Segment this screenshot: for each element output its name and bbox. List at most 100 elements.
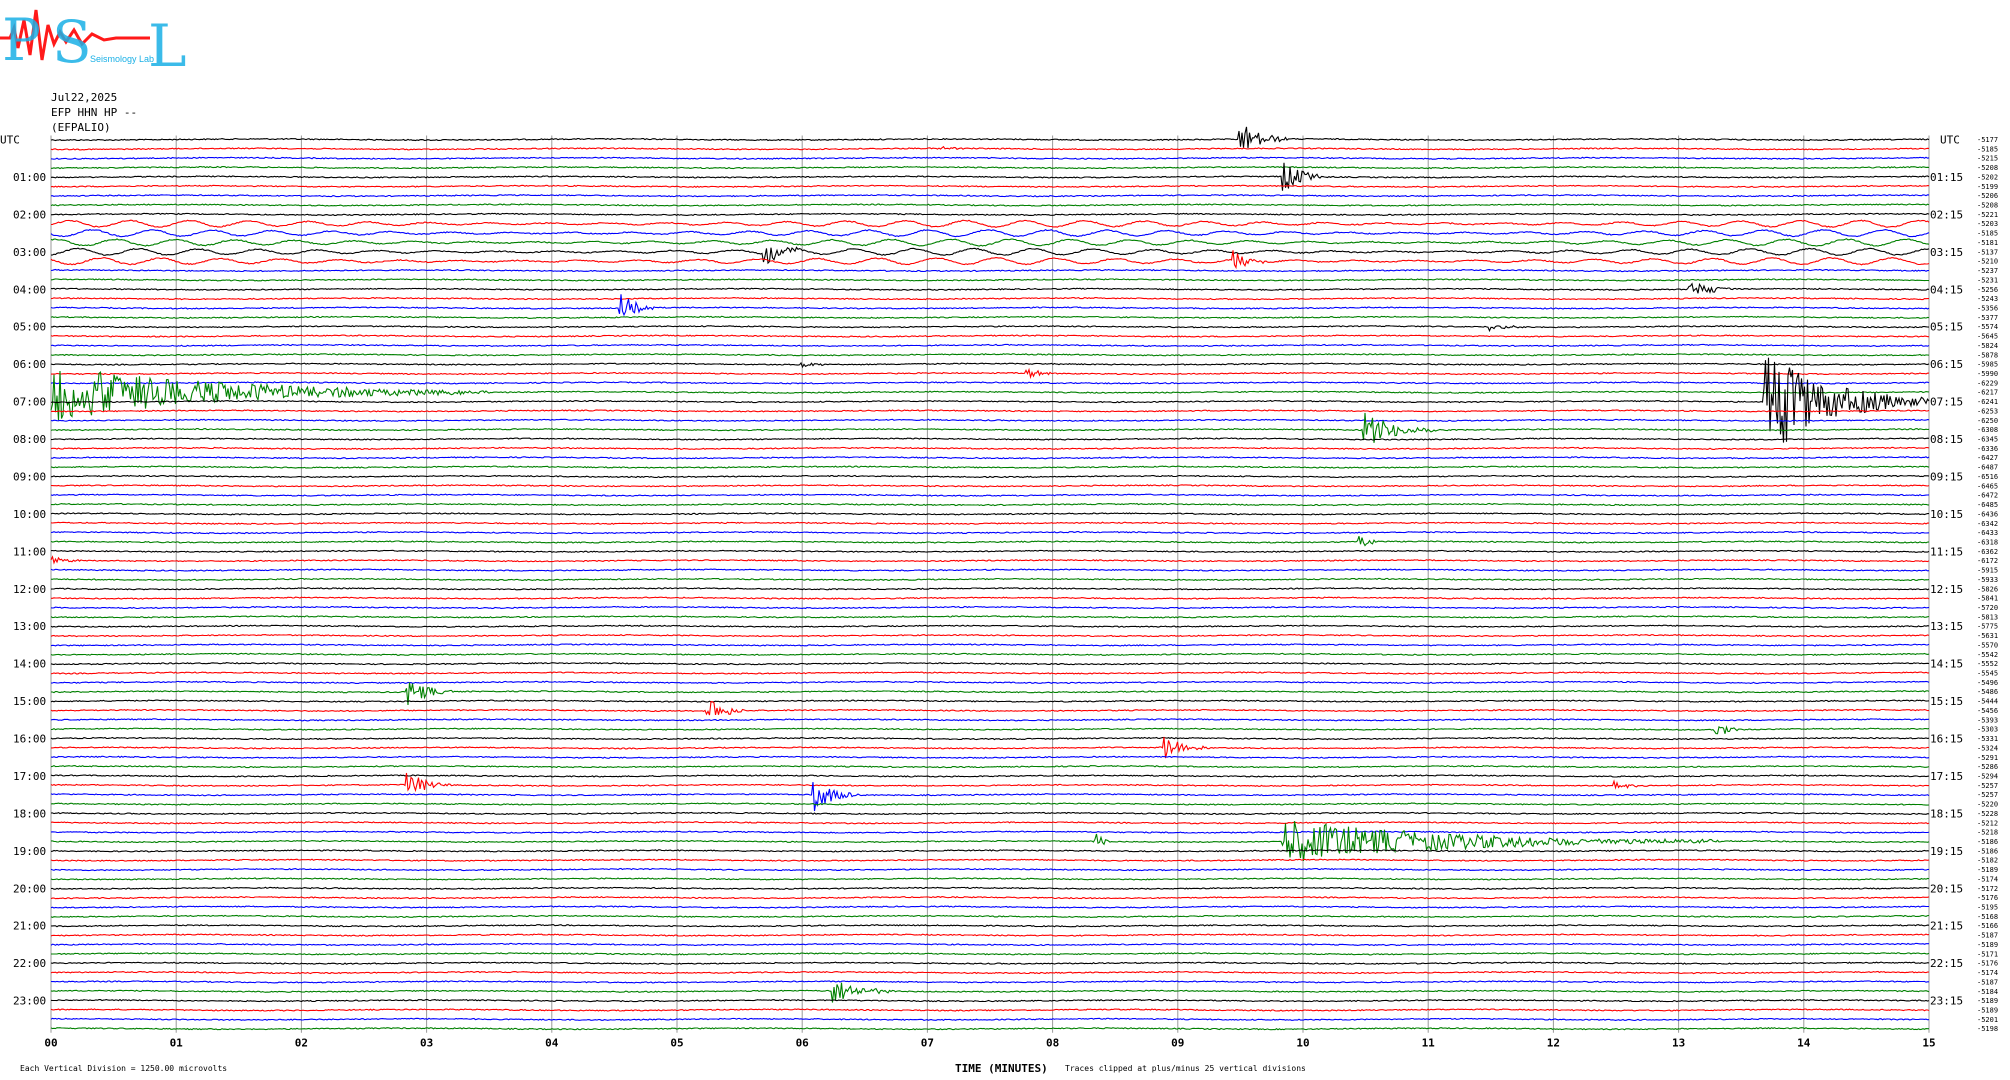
trace-5 bbox=[50, 184, 1930, 188]
trace-46 bbox=[50, 568, 1930, 572]
offset-label-86: -5189 bbox=[1977, 941, 1998, 949]
trace-44 bbox=[50, 549, 1930, 554]
trace-80 bbox=[50, 886, 1930, 890]
offset-label-53: -5631 bbox=[1977, 632, 1998, 640]
right-label-4: 04:15 bbox=[1930, 283, 1963, 296]
trace-12 bbox=[50, 246, 1930, 265]
x-tick-11: 11 bbox=[1422, 1037, 1436, 1050]
trace-29 bbox=[50, 409, 1930, 413]
trace-93 bbox=[50, 1008, 1930, 1012]
offset-label-25: -5990 bbox=[1977, 370, 1998, 378]
x-tick-02: 02 bbox=[295, 1037, 308, 1050]
offset-label-15: -5231 bbox=[1977, 276, 1998, 284]
left-label-1: 01:00 bbox=[13, 171, 46, 184]
offset-label-26: -6229 bbox=[1977, 379, 1998, 387]
trace-94 bbox=[50, 1017, 1929, 1021]
trace-81 bbox=[50, 895, 1930, 900]
x-tick-00: 00 bbox=[44, 1037, 57, 1050]
trace-35 bbox=[50, 465, 1930, 469]
trace-39 bbox=[50, 502, 1930, 507]
trace-30 bbox=[50, 418, 1930, 422]
offset-label-3: -5208 bbox=[1977, 164, 1998, 172]
offset-label-91: -5184 bbox=[1977, 988, 1998, 996]
trace-82 bbox=[50, 905, 1929, 909]
offset-label-89: -5174 bbox=[1977, 969, 1998, 977]
trace-58 bbox=[50, 680, 1930, 685]
trace-38 bbox=[50, 493, 1930, 497]
offset-label-38: -6472 bbox=[1977, 492, 1998, 500]
offset-label-71: -5220 bbox=[1977, 801, 1998, 809]
offset-label-62: -5393 bbox=[1977, 716, 1998, 724]
offset-label-88: -5176 bbox=[1977, 960, 1998, 968]
offset-label-92: -5189 bbox=[1977, 997, 1998, 1005]
trace-84 bbox=[50, 924, 1930, 928]
offset-label-46: -5915 bbox=[1977, 567, 1998, 575]
trace-21 bbox=[50, 334, 1930, 338]
left-label-9: 09:00 bbox=[13, 470, 46, 483]
offset-label-82: -5195 bbox=[1977, 904, 1998, 912]
trace-14 bbox=[50, 268, 1930, 273]
offset-label-32: -6345 bbox=[1977, 436, 1998, 444]
right-label-15: 15:15 bbox=[1930, 695, 1963, 708]
trace-71 bbox=[50, 802, 1930, 806]
offset-label-48: -5826 bbox=[1977, 585, 1998, 593]
offset-label-65: -5324 bbox=[1977, 744, 1998, 752]
psl-logo: P S L Seismology Lab bbox=[0, 6, 187, 78]
trace-11 bbox=[50, 238, 1930, 247]
offset-label-2: -5215 bbox=[1977, 155, 1998, 163]
offset-label-27: -6217 bbox=[1977, 389, 1998, 397]
left-label-4: 04:00 bbox=[13, 283, 46, 296]
offset-label-66: -5291 bbox=[1977, 754, 1998, 762]
x-axis-ticks: 00 01 02 03 04 05 06 07 08 09 10 11 12 13 14 15 bbox=[44, 1037, 1935, 1050]
trace-18 bbox=[50, 294, 1930, 317]
offset-label-60: -5444 bbox=[1977, 698, 1998, 706]
trace-87 bbox=[51, 952, 1930, 956]
right-label-19: 19:15 bbox=[1930, 845, 1963, 858]
offset-label-35: -6487 bbox=[1977, 464, 1998, 472]
trace-83 bbox=[50, 914, 1930, 919]
trace-79 bbox=[50, 877, 1930, 881]
x-tick-14: 14 bbox=[1797, 1037, 1811, 1050]
left-label-21: 21:00 bbox=[13, 920, 46, 933]
right-label-22: 22:15 bbox=[1930, 957, 1963, 970]
logo-text-p: P bbox=[2, 6, 41, 74]
x-tick-06: 06 bbox=[796, 1037, 810, 1050]
trace-32 bbox=[50, 437, 1930, 441]
trace-3 bbox=[51, 165, 1930, 170]
offset-label-21: -5645 bbox=[1977, 333, 1998, 341]
left-label-8: 08:00 bbox=[13, 433, 46, 446]
offset-label-5: -5199 bbox=[1977, 183, 1998, 191]
trace-31 bbox=[50, 412, 1930, 443]
offset-label-23: -5878 bbox=[1977, 351, 1998, 359]
clip-note: Traces clipped at plus/minus 25 vertical… bbox=[1065, 1064, 1306, 1073]
right-label-1: 01:15 bbox=[1930, 171, 1963, 184]
trace-55 bbox=[50, 652, 1930, 656]
offset-label-11: -5181 bbox=[1977, 239, 1998, 247]
left-label-22: 22:00 bbox=[13, 957, 46, 970]
trace-68 bbox=[50, 774, 1930, 778]
trace-78 bbox=[50, 867, 1930, 872]
x-tick-07: 07 bbox=[921, 1037, 934, 1050]
offset-label-70: -5257 bbox=[1977, 791, 1998, 799]
right-label-0: UTC bbox=[1940, 134, 1960, 147]
offset-label-28: -6241 bbox=[1977, 398, 1998, 406]
offset-label-31: -6308 bbox=[1977, 426, 1998, 434]
left-label-19: 19:00 bbox=[13, 845, 46, 858]
offset-label-49: -5841 bbox=[1977, 595, 1998, 603]
offset-label-37: -6465 bbox=[1977, 482, 1998, 490]
trace-36 bbox=[50, 474, 1930, 479]
left-label-2: 02:00 bbox=[13, 208, 46, 221]
trace-92 bbox=[50, 998, 1930, 1003]
left-label-17: 17:00 bbox=[13, 770, 46, 783]
trace-74 bbox=[50, 830, 1930, 834]
right-label-8: 08:15 bbox=[1930, 433, 1963, 446]
offset-label-33: -6336 bbox=[1977, 445, 1998, 453]
trace-16 bbox=[50, 282, 1930, 294]
offset-label-84: -5166 bbox=[1977, 922, 1998, 930]
trace-19 bbox=[50, 315, 1930, 320]
trace-22 bbox=[50, 343, 1930, 348]
offset-label-50: -5720 bbox=[1977, 604, 1998, 612]
logo-wave bbox=[0, 9, 150, 61]
trace-13 bbox=[50, 250, 1930, 270]
trace-75 bbox=[51, 821, 1930, 861]
